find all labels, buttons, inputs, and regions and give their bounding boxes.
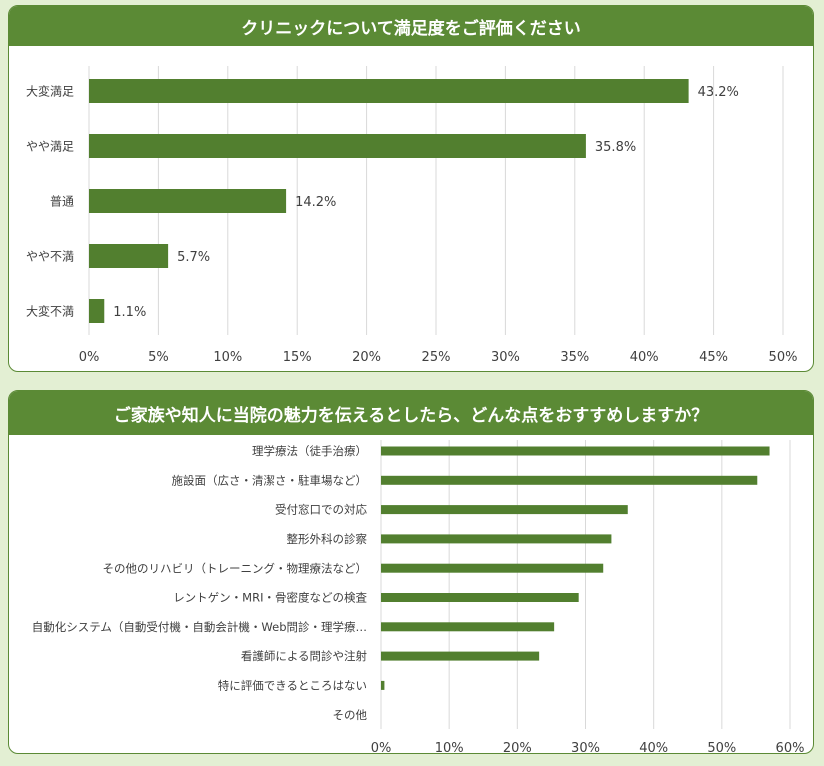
x-tick-label: 0% [371, 741, 392, 754]
bar [381, 593, 579, 602]
chart-title: ご家族や知人に当院の魅力を伝えるとしたら、どんな点をおすすめしますか？ [9, 391, 813, 435]
x-tick-label: 50% [707, 741, 736, 754]
bar [381, 622, 555, 632]
x-tick-label: 40% [630, 350, 659, 365]
category-label: やや不満 [26, 249, 74, 263]
x-tick-label: 25% [422, 350, 451, 365]
data-label: 35.8% [595, 140, 636, 155]
x-tick-label: 60% [776, 741, 805, 754]
category-label: やや満足 [26, 139, 74, 153]
bar [89, 244, 169, 268]
bar [89, 299, 105, 323]
recommendation-chart-panel: ご家族や知人に当院の魅力を伝えるとしたら、どんな点をおすすめしますか？ 0% 10… [8, 390, 814, 754]
bar [89, 134, 586, 158]
x-tick-label: 10% [435, 741, 464, 754]
category-label: 特に評価できるところはない [218, 679, 367, 693]
category-label: 自動化システム（自動受付機・自動会計機・Web問診・理学療… [32, 620, 367, 634]
category-label: 普通 [50, 194, 74, 208]
bar [381, 534, 612, 544]
data-label: 5.7% [177, 250, 210, 265]
x-tick-label: 20% [352, 350, 381, 365]
bar [381, 475, 758, 485]
x-tick-label: 5% [148, 350, 169, 365]
bar [381, 651, 540, 661]
category-label: その他のリハビリ（トレーニング・物理療法など） [103, 561, 368, 575]
x-tick-label: 0% [79, 350, 100, 365]
data-label: 1.1% [113, 305, 146, 320]
bar [381, 563, 604, 573]
satisfaction-bar-chart: 0% 5% 10% 15% 20% 25% 30% 35% 40% 45% 50% 大変満足 43.2%… [26, 66, 798, 365]
category-label: 施設面（広さ・清潔さ・駐車場など） [172, 473, 368, 487]
recommendation-bar-chart: 0% 10% 20% 30% 40% 50% 60% 理学療法（徒手治療） 施設面（広さ・清潔さ… [32, 440, 805, 754]
satisfaction-chart-panel: クリニックについて満足度をご評価ください 0% 5% 10% 15% 20% 25% 30%… [8, 5, 814, 372]
x-tick-label: 50% [769, 350, 798, 365]
category-label: 大変不満 [26, 303, 74, 318]
category-label: 看護師による問診や注射 [241, 649, 368, 663]
x-tick-label: 30% [491, 350, 520, 365]
category-label: その他 [333, 708, 368, 722]
bar [89, 189, 287, 213]
category-label: 大変満足 [26, 83, 74, 98]
bar [381, 680, 385, 690]
data-label: 14.2% [295, 195, 336, 210]
category-label: 整形外科の診察 [287, 532, 368, 546]
category-label: 受付窓口での対応 [275, 503, 367, 517]
category-label: レントゲン・MRI・骨密度などの検査 [173, 591, 367, 605]
x-tick-label: 45% [699, 350, 728, 365]
x-tick-label: 40% [639, 741, 668, 754]
x-tick-label: 35% [560, 350, 589, 365]
chart-title: クリニックについて満足度をご評価ください [9, 6, 813, 46]
bar [381, 505, 628, 515]
data-label: 43.2% [698, 85, 739, 100]
bar [89, 79, 689, 103]
x-tick-label: 15% [283, 350, 312, 365]
category-label: 理学療法（徒手治療） [252, 444, 367, 458]
x-tick-label: 10% [213, 350, 242, 365]
x-tick-label: 30% [571, 741, 600, 754]
x-tick-label: 20% [503, 741, 532, 754]
bar [381, 446, 770, 456]
